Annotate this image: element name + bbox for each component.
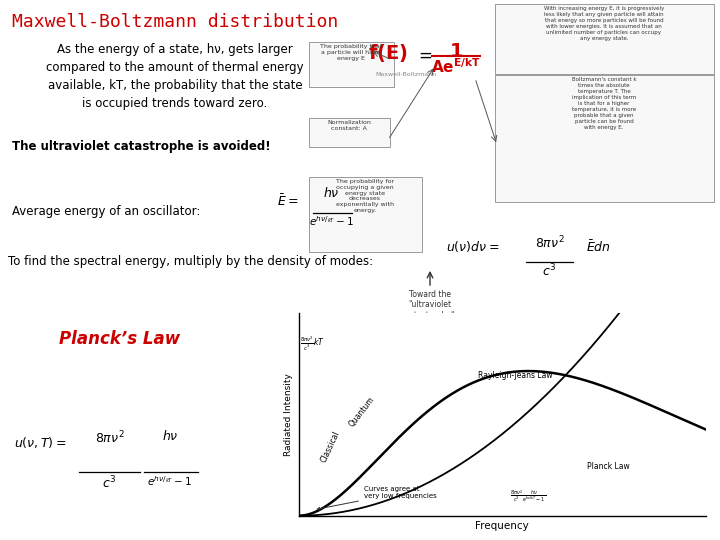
Text: $u(\nu)d\nu=$: $u(\nu)d\nu=$	[446, 239, 500, 254]
Text: The probability that
a particle will have
energy E: The probability that a particle will hav…	[320, 44, 382, 60]
Text: The ultraviolet catastrophe is avoided!: The ultraviolet catastrophe is avoided!	[12, 140, 271, 153]
Text: Quantum: Quantum	[348, 395, 377, 428]
Text: $c^3$: $c^3$	[102, 475, 117, 491]
Text: Planck’s Law: Planck’s Law	[60, 330, 181, 348]
Text: $e^{h\nu/_{kT}}-1$: $e^{h\nu/_{kT}}-1$	[148, 475, 192, 489]
Text: Normalization
constant: A: Normalization constant: A	[327, 120, 371, 131]
Text: The probability for
occupying a given
energy state
decreases
exponentially with
: The probability for occupying a given en…	[336, 179, 394, 213]
FancyBboxPatch shape	[308, 42, 394, 86]
Text: $\frac{8\pi\nu^2}{c^3}\frac{h\nu}{e^{h\nu/kT}-1}$: $\frac{8\pi\nu^2}{c^3}\frac{h\nu}{e^{h\n…	[510, 489, 546, 504]
Text: Classical: Classical	[319, 429, 341, 463]
Text: $8\pi\nu^2$: $8\pi\nu^2$	[94, 429, 125, 446]
Y-axis label: Radiated Intensity: Radiated Intensity	[284, 373, 293, 456]
Text: $=$: $=$	[415, 46, 433, 64]
Text: $\mathbf{1}$: $\mathbf{1}$	[449, 42, 463, 61]
Text: $h\nu$: $h\nu$	[161, 429, 179, 443]
FancyBboxPatch shape	[495, 3, 714, 73]
Text: $\frac{8\pi\nu^2}{c^3}kT$: $\frac{8\pi\nu^2}{c^3}kT$	[300, 335, 325, 353]
Text: $8\pi\nu^2$: $8\pi\nu^2$	[534, 235, 564, 252]
FancyBboxPatch shape	[308, 118, 390, 146]
Text: Average energy of an oscillator:: Average energy of an oscillator:	[12, 205, 200, 218]
Text: As the energy of a state, hν, gets larger
compared to the amount of thermal ener: As the energy of a state, hν, gets large…	[46, 43, 304, 110]
Text: Rayleigh-Jeans Law: Rayleigh-Jeans Law	[478, 372, 552, 380]
Text: $\bar{E}dn$: $\bar{E}dn$	[586, 239, 611, 255]
Text: Planck Law: Planck Law	[587, 462, 629, 471]
Text: Boltzmann's constant k
times the absolute
temperature T. The
implication of this: Boltzmann's constant k times the absolut…	[572, 77, 636, 130]
FancyBboxPatch shape	[308, 177, 421, 252]
FancyBboxPatch shape	[495, 75, 714, 201]
Text: $\mathbf{Ae^{E/kT}}$: $\mathbf{Ae^{E/kT}}$	[431, 57, 481, 76]
Text: Maxwell-Boltzmann: Maxwell-Boltzmann	[375, 72, 436, 77]
Text: $h\nu$: $h\nu$	[323, 186, 340, 200]
Text: $\bar{E}=$: $\bar{E}=$	[277, 194, 299, 209]
Text: $c^3$: $c^3$	[542, 263, 557, 280]
Text: To find the spectral energy, multiply by the density of modes:: To find the spectral energy, multiply by…	[8, 255, 373, 268]
Text: $\mathbf{f(E)}$: $\mathbf{f(E)}$	[368, 42, 408, 64]
Text: $e^{h\nu/_{kT}}-1$: $e^{h\nu/_{kT}}-1$	[309, 214, 354, 228]
Text: With increasing energy E, it is progressively
less likely that any given particl: With increasing energy E, it is progress…	[544, 6, 664, 41]
X-axis label: Frequency: Frequency	[475, 521, 529, 531]
Text: Maxwell-Boltzmann distribution: Maxwell-Boltzmann distribution	[12, 13, 338, 31]
Text: $u(\nu,T)=$: $u(\nu,T)=$	[14, 435, 67, 450]
Text: Curves agree at
very low frequencies: Curves agree at very low frequencies	[318, 487, 436, 510]
Text: Toward the
"ultraviolet
catastrophe": Toward the "ultraviolet catastrophe"	[405, 290, 455, 320]
